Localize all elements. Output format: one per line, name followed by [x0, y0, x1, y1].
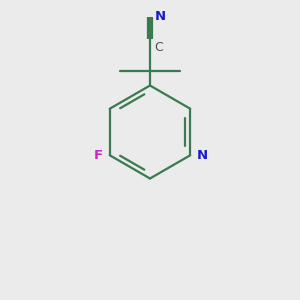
Text: N: N [197, 149, 208, 162]
Text: C: C [154, 41, 163, 54]
Text: N: N [154, 10, 166, 23]
Text: F: F [94, 149, 103, 162]
